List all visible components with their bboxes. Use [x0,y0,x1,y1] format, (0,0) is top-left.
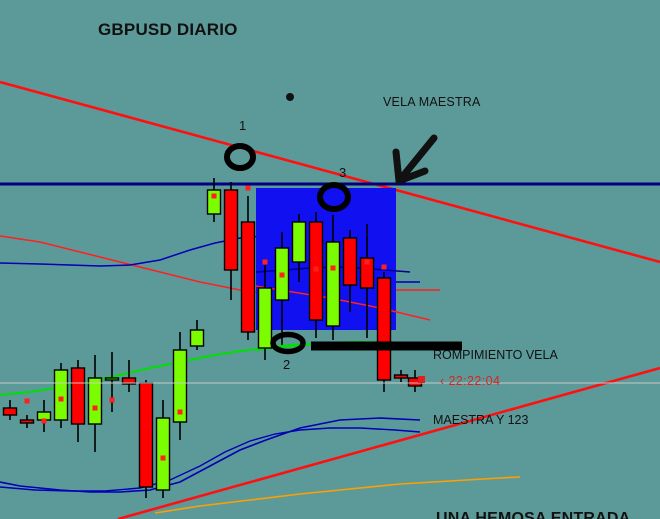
ma-navy-line-2 [0,427,421,492]
time-stamp-value: 22:22:04 [448,374,501,388]
annotation-entrada: UNA HEMOSA ENTRADA DE 50 PIPS [436,455,630,519]
candle-body [189,329,205,347]
candle-body [19,419,35,424]
candle-body [104,377,120,381]
marker-3-circle [317,182,351,212]
indicator-dot [279,272,285,278]
candle-body [121,377,137,385]
marker-2-circle [270,331,306,355]
candle-body [172,349,188,423]
ma-navy-line [0,417,421,493]
candle-body [325,241,341,327]
candle-body [138,382,154,488]
indicator-dot [211,193,217,199]
indicator-dot [177,409,183,415]
candlestick-series [2,178,423,498]
indicator-dot [364,259,370,265]
candle-body [359,257,375,289]
annotation-vela-maestra: VELA MAESTRA [383,95,481,109]
candle-body [342,237,358,286]
candle-body [53,369,69,421]
indicator-dot [381,264,387,270]
indicator-dot [24,398,30,404]
annotation-rompimiento-line2: MAESTRA Y 123 [433,413,529,428]
candle-body [376,277,392,381]
annotation-rompimiento-line1: ROMPIMIENTO VELA [433,347,558,362]
candle-body [240,221,256,333]
down-left-arrow-icon [392,134,438,185]
candle-body [70,367,86,425]
candle-body [206,189,222,215]
indicator-dot [262,259,268,265]
candle-body [155,417,171,491]
marker-label-2: 2 [283,357,291,372]
candle-body [2,407,18,416]
indicator-dot [160,455,166,461]
candle-body [291,221,307,263]
candle-body [393,374,409,379]
trendline-upper-red [0,80,660,264]
indicator-dot [245,185,251,191]
trendline-lower-red [117,366,660,519]
annotation-rompimiento: ROMPIMIENTO VELA MAESTRA Y 123 [433,301,558,476]
indicator-dot [109,397,115,403]
candle-body [257,287,273,349]
indicator-dot [58,396,64,402]
indicator-dot [92,405,98,411]
marker-label-3: 3 [339,165,347,180]
black-dot-marker [286,93,294,101]
time-arrow-icon: ‹ [440,374,445,388]
annotation-entrada-line1: UNA HEMOSA ENTRADA [436,510,631,519]
page-title: GBPUSD DIARIO [98,20,238,39]
indicator-dot [313,266,319,272]
time-stamp-label: ‹ 22:22:04 [440,374,500,388]
candle-body [87,377,103,425]
ma-orange-line [154,476,521,514]
candle-body [223,189,239,271]
marker-label-1: 1 [239,118,247,133]
marker-1-circle [224,143,256,171]
indicator-dot [330,265,336,271]
time-marker-square [418,376,425,383]
indicator-dot [41,418,47,424]
